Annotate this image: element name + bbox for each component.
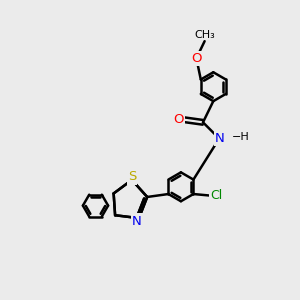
Text: N: N xyxy=(132,215,142,228)
Text: CH₃: CH₃ xyxy=(194,30,215,40)
Text: Cl: Cl xyxy=(210,189,222,202)
Text: −H: −H xyxy=(232,132,249,142)
Text: O: O xyxy=(191,52,202,65)
Text: N: N xyxy=(215,132,225,145)
Text: O: O xyxy=(173,113,184,126)
Text: S: S xyxy=(128,170,136,184)
Text: N: N xyxy=(132,214,142,227)
Text: S: S xyxy=(128,170,136,184)
